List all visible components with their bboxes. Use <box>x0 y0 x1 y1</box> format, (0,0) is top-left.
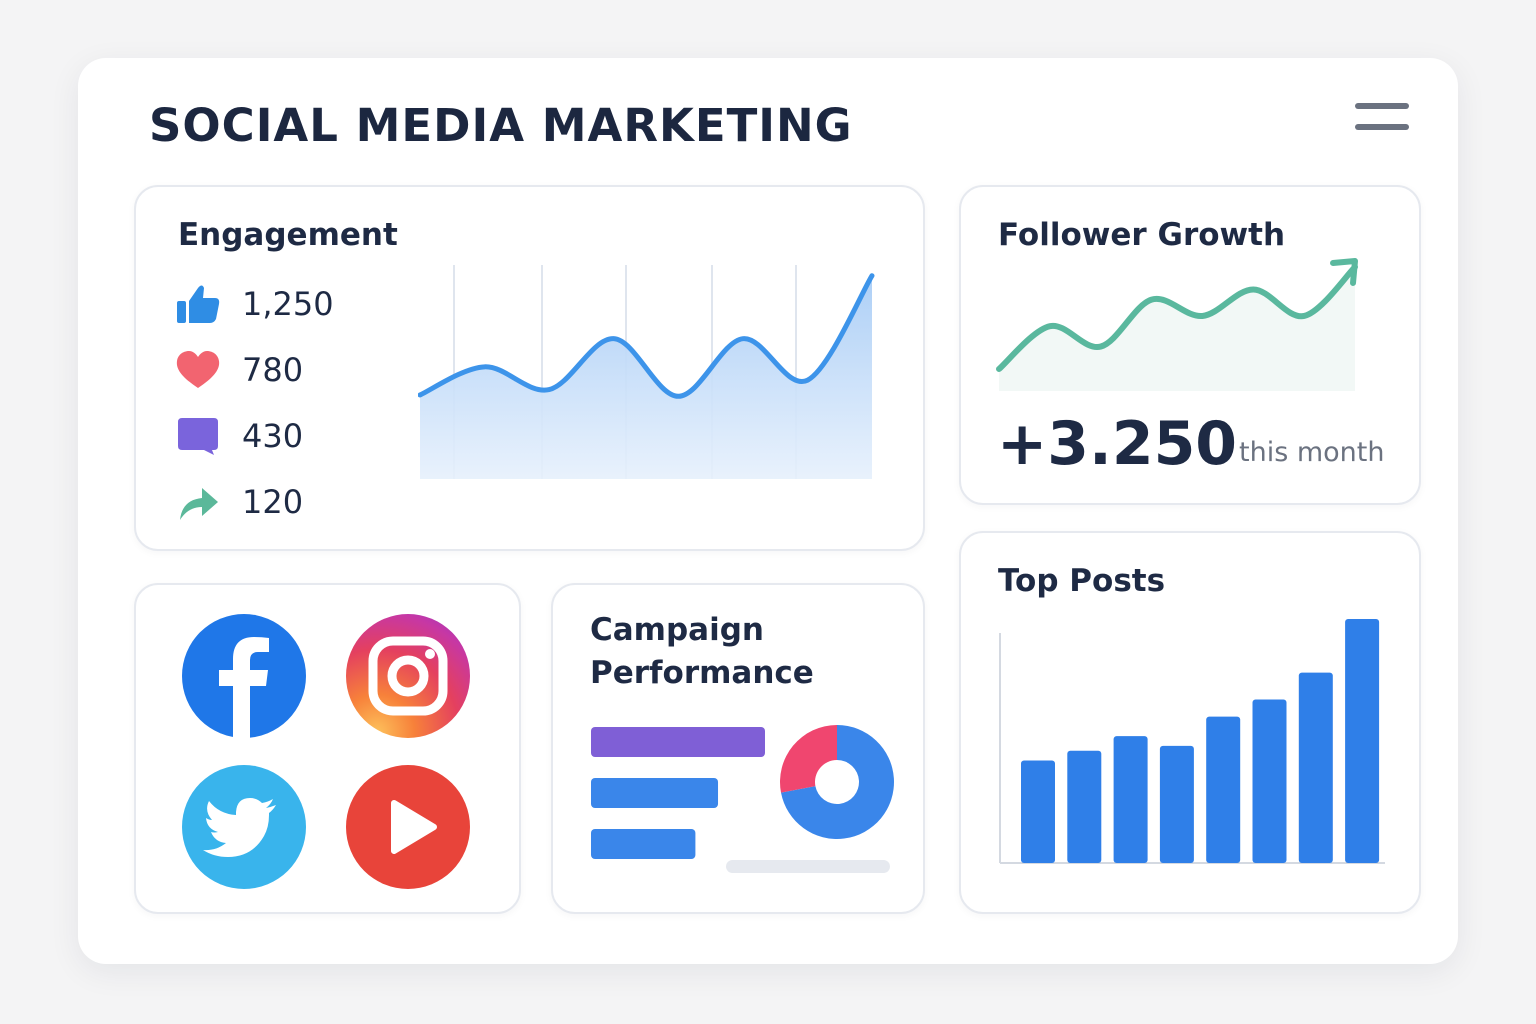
twitter-icon[interactable] <box>182 765 306 889</box>
campaign-donut-chart <box>780 725 894 839</box>
follower-growth-line-chart <box>996 258 1358 391</box>
donut-slice <box>780 725 837 793</box>
facebook-icon[interactable] <box>182 614 306 738</box>
arrow-up-icon <box>1330 258 1358 286</box>
heart-icon <box>176 347 222 393</box>
top-posts-title: Top Posts <box>998 563 1166 599</box>
growth-series-line <box>996 264 1358 372</box>
post-bar <box>1113 736 1148 863</box>
post-bar <box>1252 699 1287 863</box>
campaign-bar <box>591 829 696 859</box>
loves-count: 780 <box>242 351 304 389</box>
post-bar <box>1298 672 1333 863</box>
engagement-area <box>420 275 872 479</box>
top-posts-card: Top Posts <box>959 531 1421 914</box>
campaign-title-line1: Campaign <box>590 612 764 648</box>
page-title: SOCIAL MEDIA MARKETING <box>149 99 853 152</box>
campaign-progress-track <box>726 860 890 873</box>
engagement-title: Engagement <box>178 217 398 253</box>
comment-icon <box>176 413 222 459</box>
menu-line <box>1355 124 1409 130</box>
thumbs-up-icon <box>176 281 222 327</box>
campaign-bar-chart <box>591 727 765 859</box>
post-bar <box>1159 745 1194 863</box>
engagement-series-line <box>418 273 875 399</box>
menu-line <box>1355 103 1409 109</box>
shares-metric: 120 <box>176 477 303 527</box>
hamburger-menu-button[interactable] <box>1352 100 1412 136</box>
share-icon <box>176 479 222 525</box>
campaign-bar <box>591 778 719 808</box>
follower-growth-card: Follower Growth +3.250 this month <box>959 185 1421 505</box>
likes-metric: 1,250 <box>176 279 334 329</box>
comments-metric: 430 <box>176 411 303 461</box>
instagram-icon[interactable] <box>346 614 470 738</box>
donut-slice <box>781 725 894 839</box>
post-bar <box>1345 619 1380 863</box>
campaign-bar <box>591 727 765 757</box>
youtube-icon[interactable] <box>346 765 470 889</box>
follower-growth-value: +3.250 <box>997 409 1238 479</box>
post-bar <box>1067 750 1102 863</box>
comments-count: 430 <box>242 417 304 455</box>
social-networks-card <box>134 583 521 914</box>
loves-metric: 780 <box>176 345 303 395</box>
growth-area <box>999 267 1355 391</box>
post-bar <box>1021 760 1055 863</box>
campaign-performance-card: Campaign Performance <box>551 583 925 914</box>
engagement-area-chart <box>418 265 875 479</box>
campaign-title-line2: Performance <box>590 655 814 691</box>
engagement-card: Engagement 1,250 780 430 <box>134 185 925 551</box>
follower-growth-period: this month <box>1239 437 1385 468</box>
likes-count: 1,250 <box>242 285 334 323</box>
follower-growth-title: Follower Growth <box>998 217 1286 253</box>
campaign-title: Campaign Performance <box>590 609 814 695</box>
shares-count: 120 <box>242 483 304 521</box>
post-bar <box>1206 716 1241 863</box>
top-posts-bar-chart <box>999 619 1385 864</box>
